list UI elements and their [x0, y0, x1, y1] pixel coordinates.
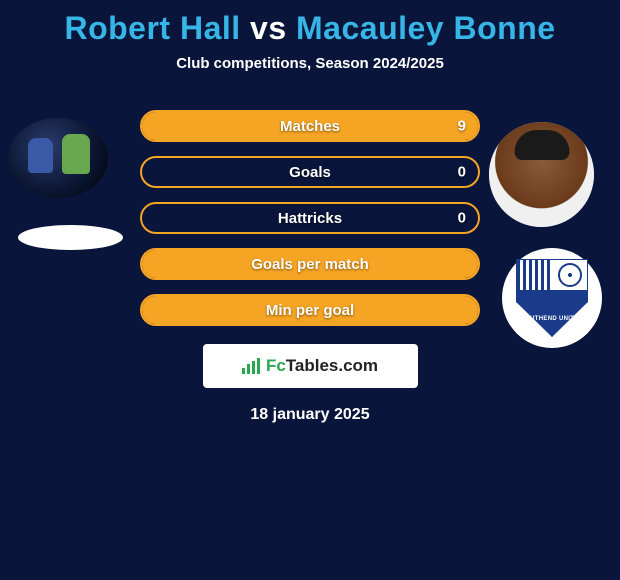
- player2-club-crest: SOUTHEND UNITED: [502, 248, 602, 348]
- player1-photo: [8, 118, 108, 198]
- stat-label: Matches: [280, 118, 340, 135]
- stat-value-right: 0: [458, 210, 466, 227]
- stat-row: Goals per match: [140, 248, 480, 280]
- stat-label: Goals: [289, 164, 331, 181]
- stat-value-right: 9: [458, 118, 466, 135]
- subtitle: Club competitions, Season 2024/2025: [0, 55, 620, 72]
- vs-text: vs: [250, 10, 287, 46]
- player2-photo: [489, 122, 594, 227]
- stat-row: Hattricks 0: [140, 202, 480, 234]
- stat-value-right: 0: [458, 164, 466, 181]
- crest-text: SOUTHEND UNITED: [517, 316, 587, 322]
- stat-row: Goals 0: [140, 156, 480, 188]
- crest-shield: SOUTHEND UNITED: [516, 259, 588, 337]
- player2-avatar: [489, 122, 594, 227]
- player1-avatar: [8, 118, 108, 198]
- stat-label: Goals per match: [251, 256, 369, 273]
- player2-name: Macauley Bonne: [296, 10, 556, 46]
- fctables-logo: FcTables.com: [203, 344, 418, 388]
- crest-ball-icon: [552, 260, 587, 290]
- player1-club-placeholder: [18, 225, 123, 250]
- logo-prefix: Fc: [266, 356, 286, 375]
- crest-stripes: [517, 260, 552, 290]
- logo-text: FcTables.com: [266, 356, 378, 376]
- date-label: 18 january 2025: [0, 406, 620, 424]
- stat-label: Min per goal: [266, 302, 354, 319]
- bar-chart-icon: [242, 358, 262, 374]
- stat-row: Matches 9: [140, 110, 480, 142]
- stat-label: Hattricks: [278, 210, 342, 227]
- logo-rest: Tables.com: [286, 356, 378, 375]
- player1-name: Robert Hall: [64, 10, 240, 46]
- comparison-title: Robert Hall vs Macauley Bonne: [0, 0, 620, 47]
- stat-row: Min per goal: [140, 294, 480, 326]
